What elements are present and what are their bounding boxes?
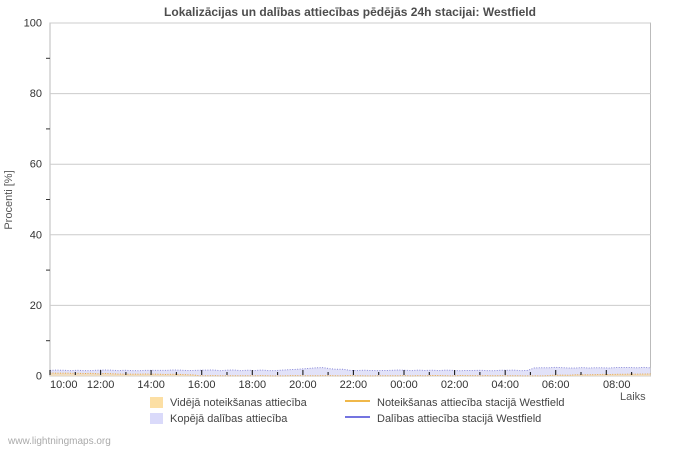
svg-text:40: 40: [30, 229, 42, 241]
svg-text:20:00: 20:00: [289, 379, 317, 391]
svg-text:12:00: 12:00: [87, 379, 115, 391]
svg-text:22:00: 22:00: [340, 379, 368, 391]
svg-text:08:00: 08:00: [603, 379, 631, 391]
svg-text:Laiks: Laiks: [620, 391, 646, 403]
svg-text:Dalības attiecība stacijā West: Dalības attiecība stacijā Westfield: [377, 413, 541, 425]
svg-text:100: 100: [24, 18, 42, 30]
svg-text:Kopējā dalības attiecība: Kopējā dalības attiecība: [170, 413, 288, 425]
svg-text:Noteikšanas attiecība stacijā: Noteikšanas attiecība stacijā Westfield: [377, 397, 565, 409]
svg-text:18:00: 18:00: [239, 379, 267, 391]
svg-text:Procenti [%]: Procenti [%]: [3, 170, 15, 229]
svg-text:14:00: 14:00: [137, 379, 165, 391]
svg-text:04:00: 04:00: [491, 379, 519, 391]
svg-text:60: 60: [30, 159, 42, 171]
svg-text:16:00: 16:00: [188, 379, 216, 391]
svg-text:Vidējā noteikšanas attiecība: Vidējā noteikšanas attiecība: [170, 397, 308, 409]
svg-text:06:00: 06:00: [542, 379, 570, 391]
svg-text:www.lightningmaps.org: www.lightningmaps.org: [7, 436, 111, 447]
svg-text:80: 80: [30, 88, 42, 100]
svg-text:02:00: 02:00: [441, 379, 469, 391]
svg-text:20: 20: [30, 300, 42, 312]
svg-text:00:00: 00:00: [390, 379, 418, 391]
svg-text:10:00: 10:00: [50, 379, 78, 391]
svg-text:0: 0: [36, 371, 42, 383]
